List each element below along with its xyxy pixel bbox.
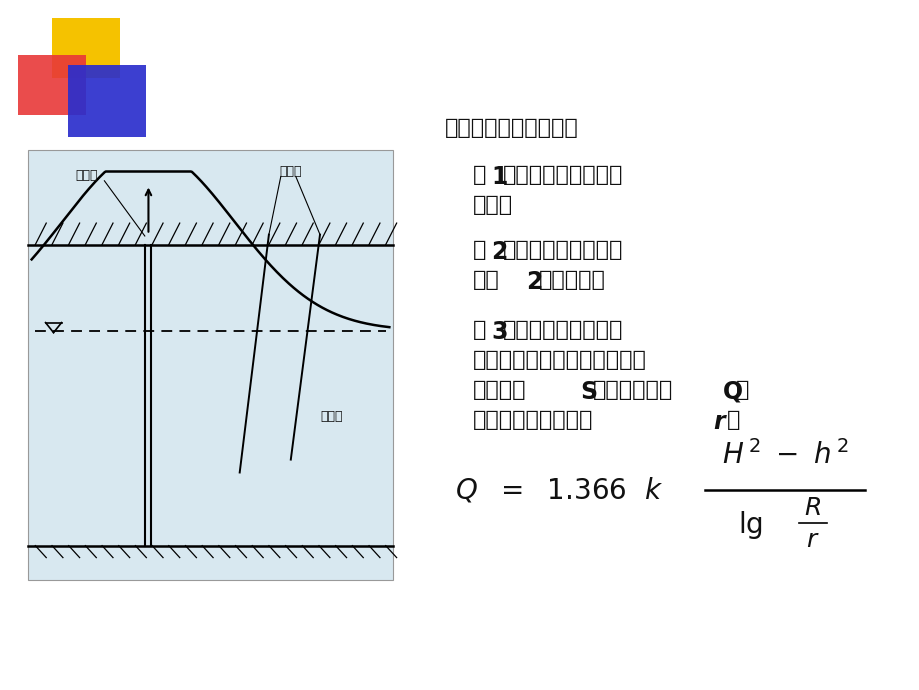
Text: 少于: 少于 xyxy=(472,270,499,290)
Text: 与相应的影响半径（: 与相应的影响半径（ xyxy=(472,410,593,430)
Bar xyxy=(28,150,392,580)
Text: 抽水井: 抽水井 xyxy=(75,169,97,182)
Text: 2: 2 xyxy=(526,270,542,294)
Text: ）在中心孔持续抽水: ）在中心孔持续抽水 xyxy=(503,320,623,340)
Text: ）: ） xyxy=(726,410,740,430)
Text: ）: ） xyxy=(735,380,749,400)
Text: 降水线: 降水线 xyxy=(320,410,342,423)
Bar xyxy=(52,18,119,78)
Text: ）在试验点钻中心试: ）在试验点钻中心试 xyxy=(503,165,623,185)
Text: ），涌水量（: ），涌水量（ xyxy=(593,380,673,400)
Text: 验孔；: 验孔； xyxy=(472,195,513,215)
Text: S: S xyxy=(579,380,596,404)
Text: ）在中心孔每侧钻不: ）在中心孔每侧钻不 xyxy=(503,240,623,260)
Text: $H^{\,2}\ -\ h^{\,2}$: $H^{\,2}\ -\ h^{\,2}$ xyxy=(720,440,847,470)
Text: 1: 1 xyxy=(491,165,506,189)
Text: 2: 2 xyxy=(491,240,506,264)
Text: $Q\ \ =\ \ 1.366\ \ k$: $Q\ \ =\ \ 1.366\ \ k$ xyxy=(455,475,663,504)
Text: 位降深（: 位降深（ xyxy=(472,380,526,400)
Text: （: （ xyxy=(472,165,486,185)
Text: Q: Q xyxy=(722,380,743,404)
Text: $r$: $r$ xyxy=(805,528,819,552)
Text: r: r xyxy=(712,410,724,434)
Bar xyxy=(18,55,85,115)
Bar xyxy=(68,65,146,137)
Text: $R$: $R$ xyxy=(803,496,821,520)
Text: 3: 3 xyxy=(491,320,507,344)
Text: 至孔内水柱稳定，测得孔内水: 至孔内水柱稳定，测得孔内水 xyxy=(472,350,646,370)
Text: （: （ xyxy=(472,320,486,340)
Text: 个观测孔；: 个观测孔； xyxy=(539,270,606,290)
Text: （: （ xyxy=(472,240,486,260)
Text: 抽水试验（扬水试验）: 抽水试验（扬水试验） xyxy=(445,118,578,138)
Text: $\mathrm{lg}$: $\mathrm{lg}$ xyxy=(737,509,762,541)
Text: 观察井: 观察井 xyxy=(279,165,301,178)
